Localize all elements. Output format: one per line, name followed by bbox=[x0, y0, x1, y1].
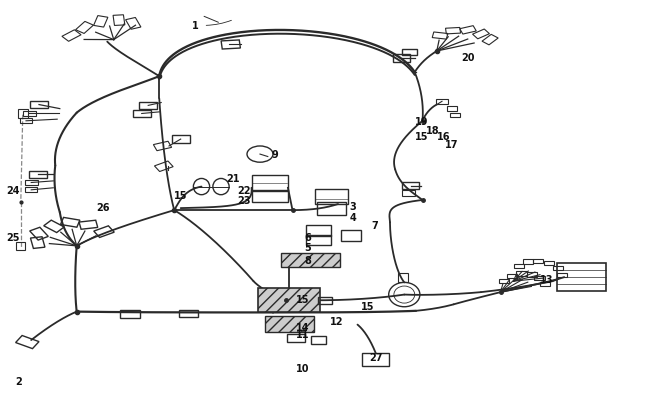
Bar bbox=[473, 30, 489, 40]
Text: 18: 18 bbox=[426, 126, 439, 135]
Text: 21: 21 bbox=[226, 174, 240, 184]
Bar bbox=[20, 119, 32, 124]
Bar bbox=[287, 334, 305, 342]
Bar bbox=[523, 260, 533, 264]
Bar bbox=[499, 279, 509, 284]
Bar bbox=[318, 297, 332, 304]
Bar bbox=[393, 55, 410, 62]
Bar bbox=[16, 336, 39, 349]
Text: 11: 11 bbox=[296, 329, 309, 339]
Bar bbox=[557, 273, 567, 278]
Bar bbox=[94, 17, 108, 28]
Bar bbox=[139, 102, 157, 110]
Text: 10: 10 bbox=[296, 363, 309, 373]
Bar bbox=[526, 272, 537, 277]
Bar bbox=[133, 111, 151, 118]
Bar bbox=[447, 107, 457, 112]
Text: 1: 1 bbox=[192, 21, 198, 31]
Bar bbox=[30, 228, 48, 241]
Bar bbox=[516, 271, 526, 276]
Bar bbox=[544, 261, 554, 266]
Bar bbox=[362, 353, 389, 366]
Bar bbox=[315, 189, 348, 205]
Bar bbox=[552, 266, 563, 271]
Bar bbox=[125, 19, 141, 30]
Bar bbox=[533, 259, 543, 264]
Bar bbox=[172, 136, 190, 143]
Bar bbox=[153, 142, 172, 151]
Bar bbox=[402, 191, 415, 196]
Text: 14: 14 bbox=[296, 322, 309, 332]
Text: 15: 15 bbox=[296, 294, 309, 304]
Bar bbox=[436, 100, 448, 105]
Bar bbox=[23, 112, 36, 117]
Text: 12: 12 bbox=[330, 316, 344, 326]
Bar bbox=[16, 242, 25, 250]
FancyBboxPatch shape bbox=[265, 316, 313, 332]
Text: 20: 20 bbox=[462, 53, 475, 62]
Bar bbox=[507, 274, 517, 279]
Text: 25: 25 bbox=[6, 232, 20, 242]
Text: 26: 26 bbox=[96, 202, 110, 212]
Bar bbox=[44, 221, 64, 233]
Text: 24: 24 bbox=[6, 185, 20, 195]
Bar bbox=[341, 231, 361, 241]
FancyBboxPatch shape bbox=[259, 289, 320, 312]
Bar bbox=[18, 110, 28, 119]
Bar bbox=[482, 35, 498, 46]
Text: 9: 9 bbox=[272, 150, 278, 160]
Text: 15: 15 bbox=[361, 301, 374, 311]
Bar bbox=[460, 27, 476, 35]
Bar bbox=[402, 49, 417, 56]
Bar bbox=[317, 202, 346, 215]
FancyBboxPatch shape bbox=[281, 253, 340, 267]
Bar bbox=[120, 310, 140, 318]
Text: 7: 7 bbox=[372, 220, 378, 230]
Bar bbox=[540, 282, 550, 287]
Text: 15: 15 bbox=[415, 132, 428, 142]
Bar bbox=[450, 113, 460, 117]
Bar bbox=[75, 22, 94, 34]
Bar bbox=[25, 188, 37, 193]
Bar bbox=[25, 180, 38, 186]
Text: 5: 5 bbox=[304, 243, 311, 253]
Text: 17: 17 bbox=[445, 140, 458, 150]
Bar bbox=[445, 28, 461, 35]
Bar bbox=[514, 264, 524, 268]
Bar bbox=[534, 276, 545, 280]
Bar bbox=[30, 102, 48, 109]
Bar bbox=[306, 235, 331, 245]
Bar bbox=[60, 218, 80, 228]
Text: 23: 23 bbox=[237, 196, 251, 205]
Text: 3: 3 bbox=[350, 202, 356, 211]
Text: 13: 13 bbox=[540, 275, 553, 284]
Bar bbox=[432, 33, 448, 40]
Text: 16: 16 bbox=[437, 132, 450, 142]
Text: 19: 19 bbox=[415, 117, 428, 126]
Text: 4: 4 bbox=[350, 213, 356, 223]
Text: 6: 6 bbox=[304, 232, 311, 242]
Text: 8: 8 bbox=[304, 255, 311, 265]
Bar bbox=[252, 176, 287, 191]
Bar bbox=[113, 16, 125, 26]
Text: 22: 22 bbox=[237, 185, 251, 195]
Bar bbox=[62, 31, 81, 42]
Text: 2: 2 bbox=[16, 376, 22, 386]
Bar bbox=[79, 221, 98, 230]
Bar bbox=[311, 337, 326, 344]
Bar bbox=[221, 41, 240, 50]
Text: 27: 27 bbox=[369, 352, 383, 362]
Text: 15: 15 bbox=[174, 190, 188, 200]
Bar bbox=[398, 273, 408, 282]
Bar bbox=[29, 171, 47, 179]
Bar bbox=[252, 190, 287, 202]
Bar bbox=[558, 264, 606, 291]
Bar bbox=[155, 162, 173, 172]
Bar bbox=[306, 225, 331, 237]
Bar bbox=[94, 226, 114, 238]
Bar bbox=[31, 237, 45, 249]
Bar bbox=[179, 310, 198, 318]
Bar bbox=[402, 183, 419, 190]
